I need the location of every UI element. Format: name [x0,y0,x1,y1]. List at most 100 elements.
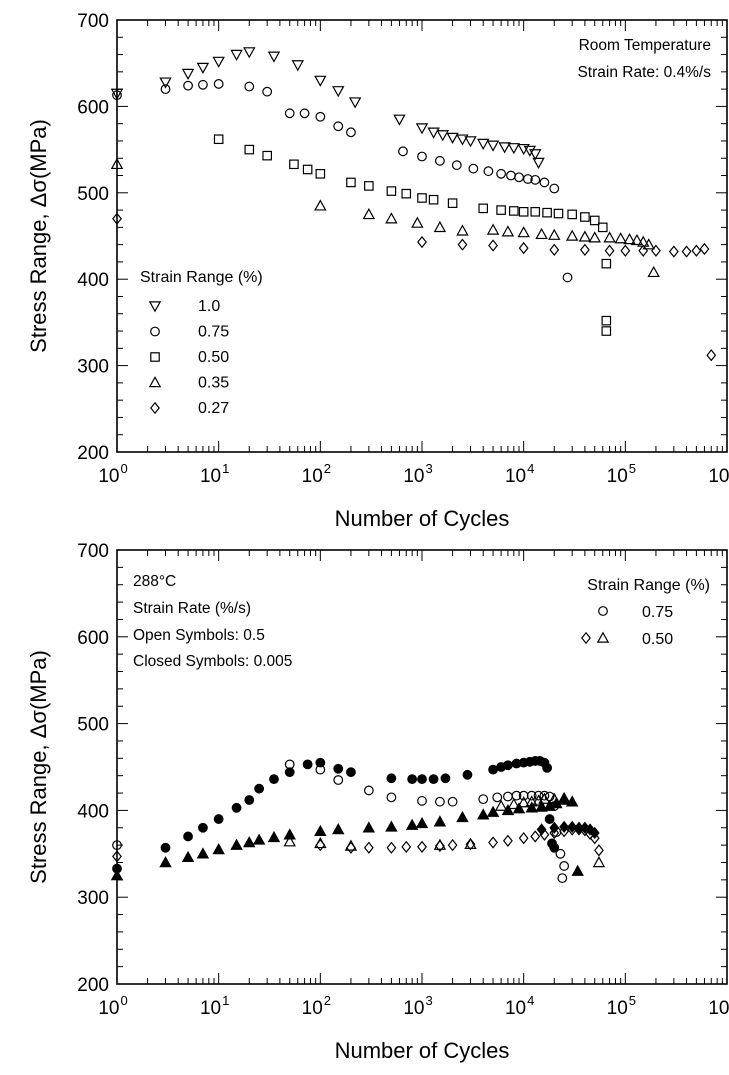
x-ticks [116,20,728,452]
x-tick-label: 103 [403,993,432,1019]
data-point [159,856,172,868]
x-axis-title: Number of Cycles [335,1038,510,1063]
legend-label: 0.75 [642,604,673,621]
x-tick-base: 10 [607,998,628,1019]
data-point [503,760,513,771]
x-axis-title: Number of Cycles [335,506,510,531]
data-point [597,222,608,233]
data-point [681,245,692,258]
annotation-text: 288°C [133,573,176,590]
data-point [651,244,661,257]
y-tick-label: 600 [77,97,109,118]
legend-marker [148,376,162,388]
legend-marker [148,301,162,313]
data-point [231,802,242,813]
data-point [522,174,533,184]
x-tick-exponent: 0 [120,461,127,476]
data-point [363,785,374,796]
data-point [433,220,447,233]
data-point [592,856,606,868]
data-point [549,243,560,256]
data-point [588,231,601,243]
x-tick-base: 10 [505,466,526,487]
data-point [706,349,717,362]
data-point [440,773,451,784]
data-point [363,841,374,854]
series-triangle-up-open [110,157,660,278]
legend-marker [150,401,160,415]
data-point [401,188,412,199]
data-point [398,146,408,157]
data-point [244,81,255,92]
data-point [464,837,477,850]
data-point [668,245,679,258]
x-tick-label: 100 [98,461,127,487]
x-tick-label: 106 [708,993,729,1019]
x-tick-exponent: 3 [425,461,432,476]
data-point [456,134,469,146]
x-tick-label: 105 [607,993,636,1019]
data-point [417,795,427,806]
data-point [557,873,568,884]
data-point [417,151,427,162]
data-point [433,838,447,850]
data-point [393,114,406,126]
data-point [567,209,577,220]
x-tick-base: 10 [200,998,221,1019]
x-tick-base: 10 [302,466,323,487]
data-point [262,150,272,161]
data-point [112,90,122,101]
data-point [604,244,615,257]
data-point [518,241,529,255]
data-point [415,123,429,135]
data-point [213,79,224,89]
y-ticks [117,19,727,453]
data-point [314,824,327,836]
data-point [302,164,313,175]
data-point [252,833,266,845]
legend-marker [598,606,608,616]
data-point [486,223,500,235]
data-point [468,163,479,174]
x-tick-exponent: 2 [324,993,331,1008]
data-point [315,757,326,768]
data-point [112,212,122,225]
data-point [503,791,513,802]
data-point [283,835,296,847]
data-point [562,272,573,283]
data-point [549,821,560,834]
x-tick-label: 101 [200,461,229,487]
data-point [346,767,356,778]
data-point [620,244,631,257]
data-point [181,850,195,863]
data-point [401,840,412,854]
series-circle-open [112,759,570,884]
data-point [198,79,208,90]
data-point [417,774,427,785]
data-point [530,830,541,843]
data-point [160,84,171,95]
data-point [571,864,584,876]
data-point [385,212,398,224]
x-tick-exponent: 5 [629,461,636,476]
data-point [529,149,542,161]
data-point [284,767,295,778]
data-point [507,143,521,155]
data-point [579,243,590,256]
x-tick-base: 10 [98,466,119,487]
y-tick-label: 500 [77,184,109,205]
data-point [553,208,564,219]
y-tick-label: 400 [77,270,109,291]
data-point [254,783,265,794]
data-point [212,843,225,855]
x-tick-label: 102 [302,993,331,1019]
data-point [494,799,508,811]
data-point [213,814,224,824]
legend-label: 1.0 [198,298,220,315]
data-point [447,198,458,208]
data-point [333,121,344,132]
data-point [589,215,600,226]
data-point [630,233,644,246]
data-point [386,773,397,784]
data-point [502,834,513,847]
